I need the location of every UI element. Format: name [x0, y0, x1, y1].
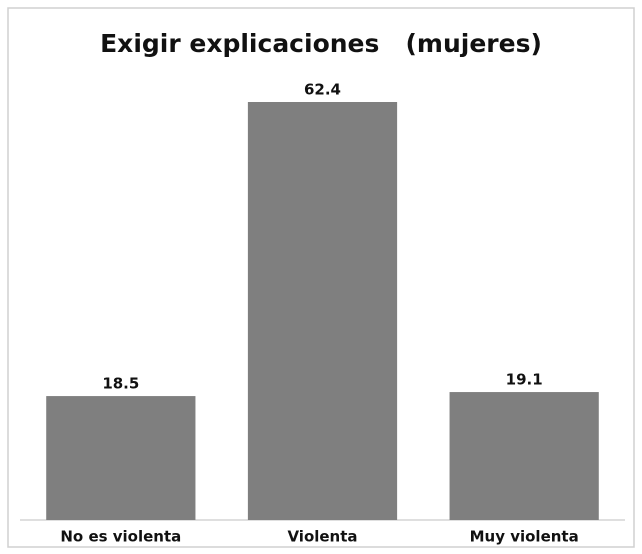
x-tick-label: No es violenta — [60, 528, 181, 546]
x-tick-label: Muy violenta — [470, 528, 579, 546]
x-tick-label: Violenta — [287, 528, 357, 546]
bar — [247, 102, 398, 520]
chart-title: Exigir explicaciones (mujeres) — [100, 29, 542, 58]
value-label: 62.4 — [304, 81, 341, 99]
bar — [46, 396, 196, 520]
value-label: 18.5 — [102, 375, 139, 393]
value-label: 19.1 — [506, 371, 543, 389]
bar — [449, 392, 599, 520]
